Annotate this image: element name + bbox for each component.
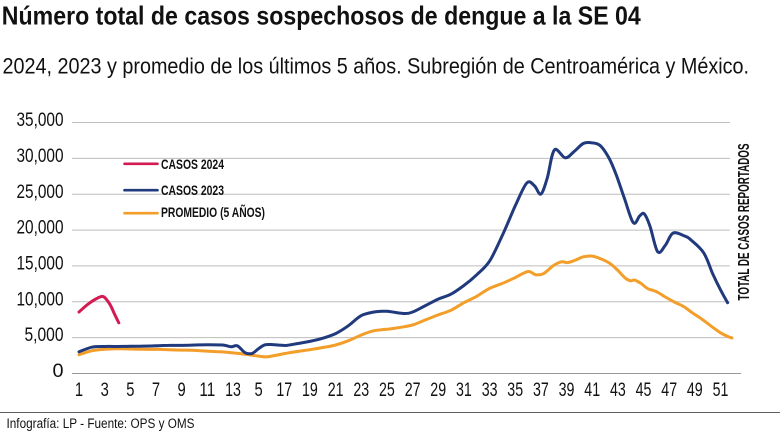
svg-text:51: 51 xyxy=(713,380,729,401)
svg-text:5: 5 xyxy=(126,380,134,401)
svg-text:49: 49 xyxy=(687,380,703,401)
svg-text:13: 13 xyxy=(225,380,241,401)
svg-text:11: 11 xyxy=(199,380,215,401)
svg-text:1: 1 xyxy=(75,380,83,401)
svg-text:19: 19 xyxy=(302,380,318,401)
svg-text:33: 33 xyxy=(482,380,498,401)
svg-text:47: 47 xyxy=(661,380,677,401)
svg-text:5,000: 5,000 xyxy=(25,324,64,346)
svg-text:10,000: 10,000 xyxy=(17,288,64,310)
svg-text:35,000: 35,000 xyxy=(17,109,64,131)
svg-text:PROMEDIO (5 AÑOS): PROMEDIO (5 AÑOS) xyxy=(161,205,265,220)
svg-text:Número total de casos sospecho: Número total de casos sospechosos de den… xyxy=(2,1,641,31)
svg-text:25,000: 25,000 xyxy=(17,181,64,203)
svg-text:30,000: 30,000 xyxy=(17,145,64,167)
svg-text:37: 37 xyxy=(533,380,549,401)
svg-text:29: 29 xyxy=(430,380,446,401)
svg-text:15,000: 15,000 xyxy=(17,253,64,275)
svg-text:21: 21 xyxy=(328,380,344,401)
svg-text:9: 9 xyxy=(178,380,186,401)
svg-text:27: 27 xyxy=(405,380,421,401)
svg-text:CASOS 2023: CASOS 2023 xyxy=(161,183,224,198)
svg-text:35: 35 xyxy=(507,380,523,401)
svg-text:23: 23 xyxy=(353,380,369,401)
svg-text:2024, 2023 y promedio de los ú: 2024, 2023 y promedio de los últimos 5 a… xyxy=(3,54,750,79)
svg-text:31: 31 xyxy=(456,380,472,401)
svg-text:TOTAL DE CASOS REPORTADOS: TOTAL DE CASOS REPORTADOS xyxy=(736,143,753,300)
svg-text:41: 41 xyxy=(584,380,600,401)
svg-text:43: 43 xyxy=(610,380,626,401)
svg-text:45: 45 xyxy=(636,380,652,401)
svg-text:39: 39 xyxy=(559,380,575,401)
svg-text:17: 17 xyxy=(276,380,292,401)
svg-text:3: 3 xyxy=(101,380,109,401)
svg-text:5: 5 xyxy=(255,380,263,401)
svg-text:CASOS 2024: CASOS 2024 xyxy=(161,157,224,172)
svg-text:7: 7 xyxy=(152,380,160,401)
svg-text:Infografía: LP - Fuente: OPS y: Infografía: LP - Fuente: OPS y OMS xyxy=(7,416,195,431)
svg-text:20,000: 20,000 xyxy=(17,217,64,239)
svg-text:0: 0 xyxy=(52,360,63,382)
svg-text:25: 25 xyxy=(379,380,395,401)
